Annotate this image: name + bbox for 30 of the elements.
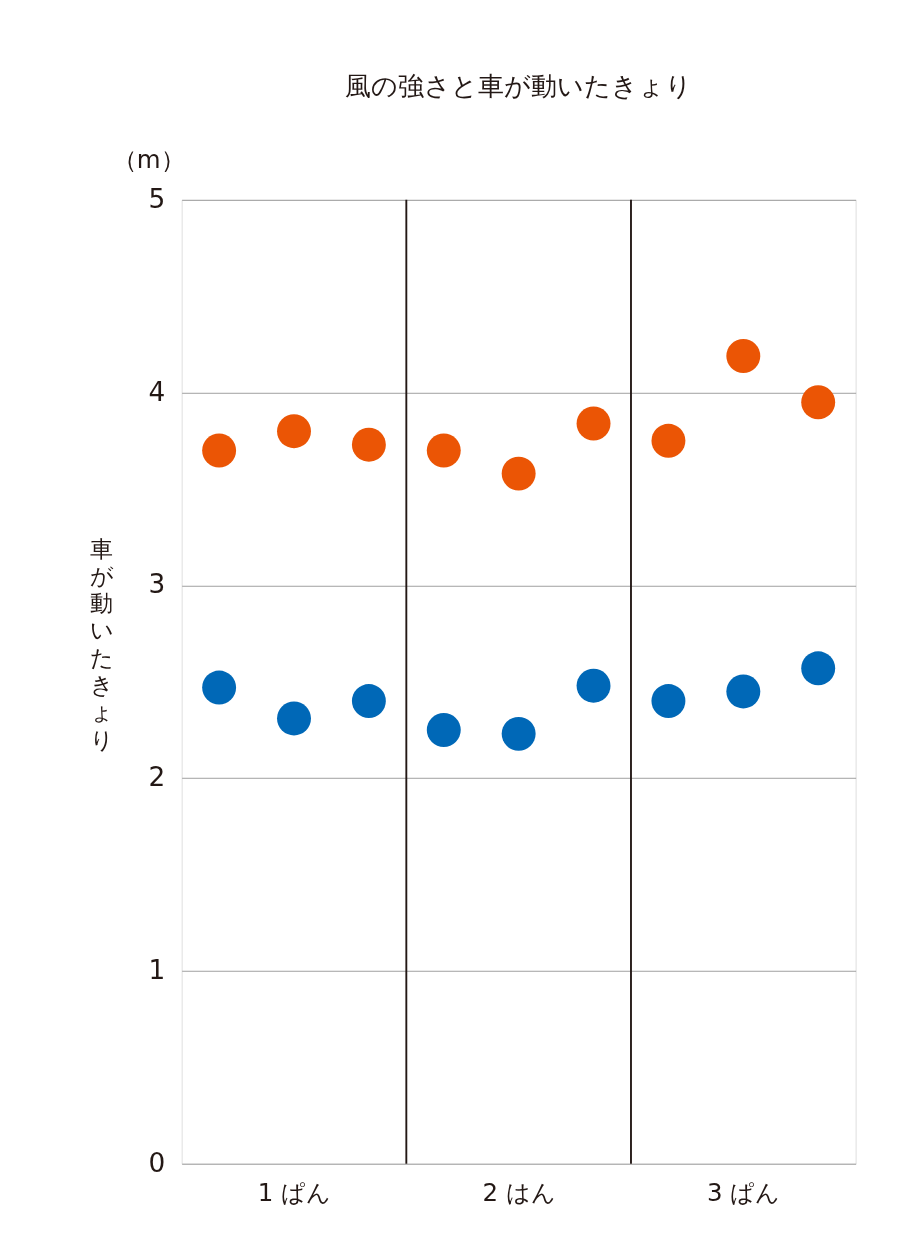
y-tick-label: 5 bbox=[148, 183, 166, 214]
point bbox=[277, 414, 311, 449]
point bbox=[426, 433, 461, 468]
y-tick-label: 3 bbox=[148, 569, 166, 600]
point bbox=[202, 670, 237, 705]
point bbox=[801, 385, 836, 420]
point bbox=[651, 423, 686, 458]
x-tick-label: 1 ぱん bbox=[257, 1177, 332, 1207]
point bbox=[351, 427, 386, 462]
point bbox=[726, 339, 761, 373]
y-tick-label: 4 bbox=[148, 376, 166, 407]
y-axis-title: 車が動いたきょり bbox=[89, 535, 114, 753]
point bbox=[277, 701, 311, 736]
point bbox=[202, 433, 237, 468]
text: （m） bbox=[112, 144, 185, 174]
point bbox=[501, 456, 536, 491]
y-tick-label: 0 bbox=[148, 1147, 166, 1178]
point bbox=[501, 716, 536, 751]
point bbox=[801, 651, 836, 686]
x-tick-label: 2 はん bbox=[482, 1177, 556, 1207]
y-tick-label: 1 bbox=[148, 954, 166, 985]
point bbox=[426, 713, 461, 747]
chart-title: 風の強さと車が動いたきょり bbox=[345, 71, 693, 102]
y-tick-label: 2 bbox=[148, 762, 166, 793]
x-tick-label: 3 ぱん bbox=[707, 1177, 781, 1207]
point bbox=[576, 406, 611, 441]
point bbox=[651, 684, 686, 719]
point bbox=[351, 684, 386, 719]
point bbox=[726, 674, 761, 709]
point bbox=[576, 668, 611, 703]
